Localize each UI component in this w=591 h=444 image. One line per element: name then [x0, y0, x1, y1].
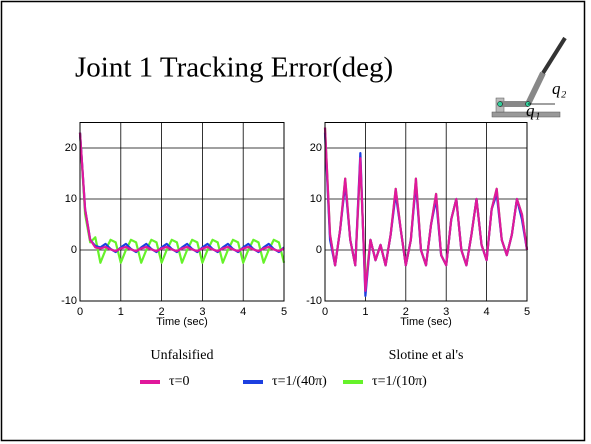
- robot-icon: [491, 36, 567, 118]
- y-tick-label: -10: [306, 295, 322, 307]
- x-tick-label: 2: [159, 306, 165, 318]
- x-axis-label: Time (sec): [400, 316, 452, 328]
- x-tick-label: 5: [524, 306, 530, 318]
- legend-label: τ=1/(10π): [372, 374, 427, 389]
- x-tick-label: 3: [443, 306, 449, 318]
- chart-subtitle: Unfalsified: [151, 348, 214, 363]
- x-tick-label: 4: [484, 306, 490, 318]
- y-tick-label: 10: [310, 193, 322, 205]
- plot-frame: [79, 122, 285, 302]
- y-tick-label: 20: [310, 142, 322, 154]
- legend-label: τ=0: [169, 374, 190, 389]
- x-tick-label: 2: [403, 306, 409, 318]
- x-axis-label: Time (sec): [156, 316, 208, 328]
- x-tick-label: 4: [240, 306, 246, 318]
- y-tick-label: 0: [71, 244, 77, 256]
- x-tick-label: 0: [77, 306, 83, 318]
- x-tick-label: 1: [362, 306, 368, 318]
- y-tick-label: 10: [65, 193, 77, 205]
- annotation: q₂: [552, 79, 567, 98]
- legend-label: τ=1/(40π): [272, 374, 327, 389]
- y-tick-label: 0: [316, 244, 322, 256]
- plot-frame: [324, 122, 528, 302]
- plot-area: [325, 122, 527, 301]
- data-line: [323, 127, 529, 292]
- y-tick-label: 20: [65, 142, 77, 154]
- slide-title: Joint 1 Tracking Error(deg): [75, 52, 393, 84]
- chart-subtitle: Slotine et al's: [389, 348, 464, 363]
- plot-area: [80, 122, 284, 301]
- x-tick-label: 1: [118, 306, 124, 318]
- x-tick-label: 5: [281, 306, 287, 318]
- data-line: [78, 132, 285, 253]
- x-tick-label: 3: [199, 306, 205, 318]
- x-tick-label: 0: [322, 306, 328, 318]
- y-tick-label: -10: [61, 295, 77, 307]
- annotation: q₁: [526, 101, 540, 120]
